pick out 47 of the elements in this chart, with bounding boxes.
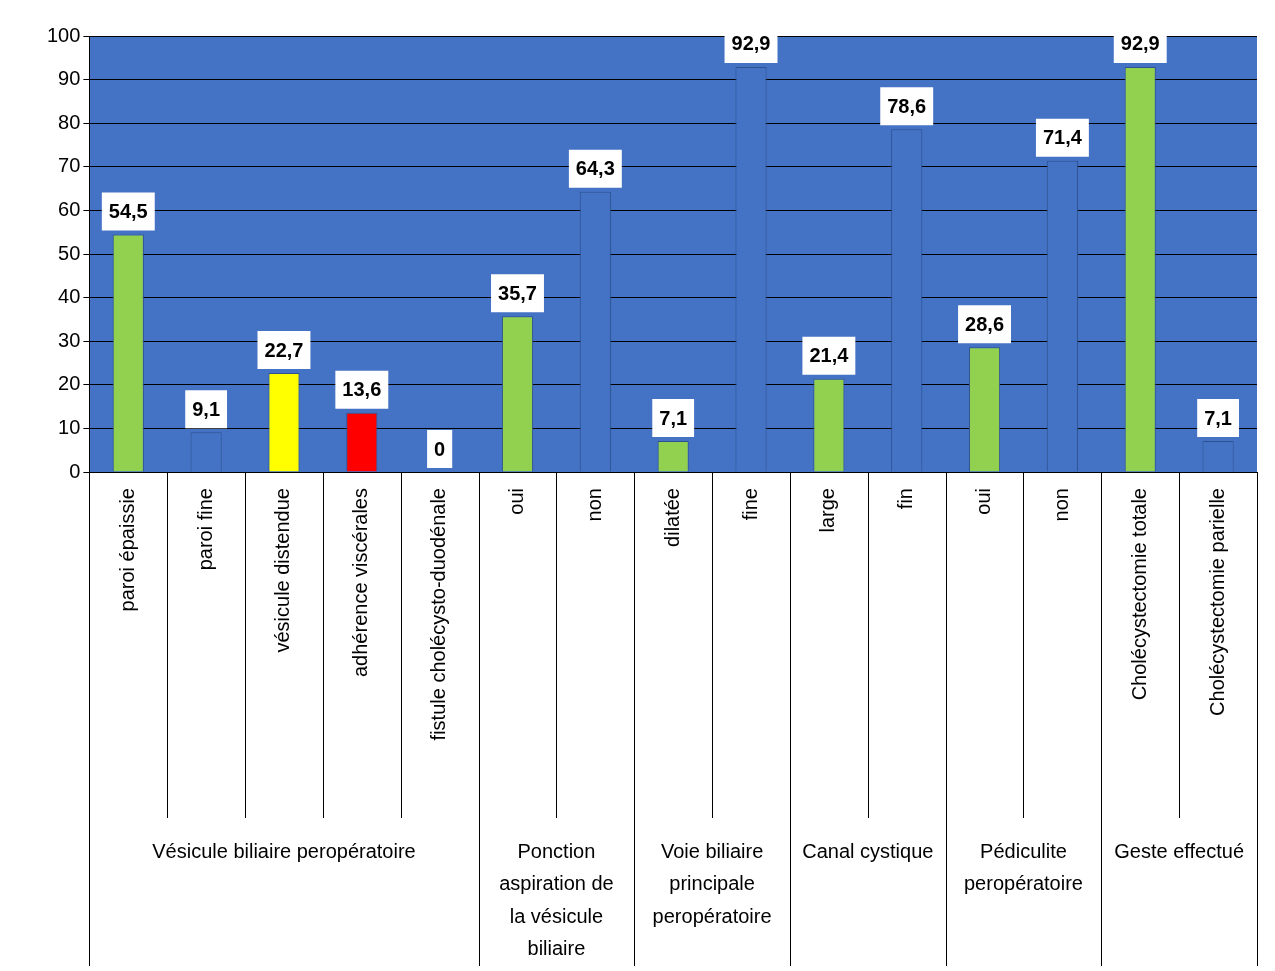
x-tick-label: non	[1049, 488, 1072, 522]
x-tick-label: paroi épaissie	[115, 488, 138, 612]
x-tick-label: dilatée	[660, 488, 683, 547]
y-tick-label: 70	[58, 154, 81, 177]
text: Vésicule biliaire peropératoire	[152, 839, 416, 862]
data-label: 54,5	[108, 199, 148, 222]
x-tick-label: adhérence viscérales	[349, 488, 372, 677]
y-tick-label: 100	[46, 23, 81, 46]
y-tick-label: 40	[58, 285, 81, 308]
y-tick-label: 90	[58, 67, 81, 90]
x-tick-label: fin	[894, 488, 917, 510]
data-label: 64,3	[575, 157, 615, 180]
x-tick-label: fistule cholécysto-duodénale	[427, 488, 450, 741]
x-tick-label: fine	[738, 488, 761, 521]
data-label: 0	[434, 437, 446, 460]
data-label: 35,7	[498, 281, 537, 304]
y-tick-label: 0	[69, 459, 81, 482]
text: Ponction aspiration de la vésicule biliaire	[499, 839, 614, 960]
data-label: 9,1	[192, 397, 221, 420]
data-label: 7,1	[659, 406, 688, 429]
x-tick-label: large	[816, 488, 839, 533]
text: Pédiculite peropératoire	[963, 839, 1083, 895]
text: Canal cystique	[802, 839, 934, 862]
x-tick-label: Cholécystectomie totale	[1127, 488, 1150, 701]
data-label: 71,4	[1042, 126, 1083, 149]
data-label: 7,1	[1204, 406, 1232, 429]
data-label: 92,9	[731, 32, 771, 55]
x-tick-label: oui	[972, 488, 995, 515]
y-tick-label: 10	[58, 415, 81, 438]
data-label: 21,4	[809, 344, 850, 367]
y-tick-label: 60	[58, 197, 81, 220]
x-tick-label: non	[582, 488, 605, 522]
data-label: 22,7	[264, 338, 304, 361]
y-tick-label: 80	[58, 110, 81, 133]
data-label: 28,6	[965, 312, 1005, 335]
data-label: 13,6	[342, 378, 382, 401]
data-label: 92,9	[1120, 32, 1160, 55]
x-tick-label: paroi fine	[193, 488, 216, 571]
x-tick-label: Cholécystectomie parielle	[1205, 488, 1228, 716]
data-label: 78,6	[887, 94, 927, 117]
y-tick-label: 30	[58, 328, 81, 351]
x-tick-label: vésicule distendue	[271, 488, 294, 653]
y-tick-label: 50	[58, 241, 81, 264]
text: Geste effectué	[1114, 839, 1245, 862]
x-tick-label: oui	[505, 488, 528, 515]
text: Voie biliaire principale peropératoire	[652, 839, 772, 927]
y-tick-label: 20	[58, 372, 81, 395]
